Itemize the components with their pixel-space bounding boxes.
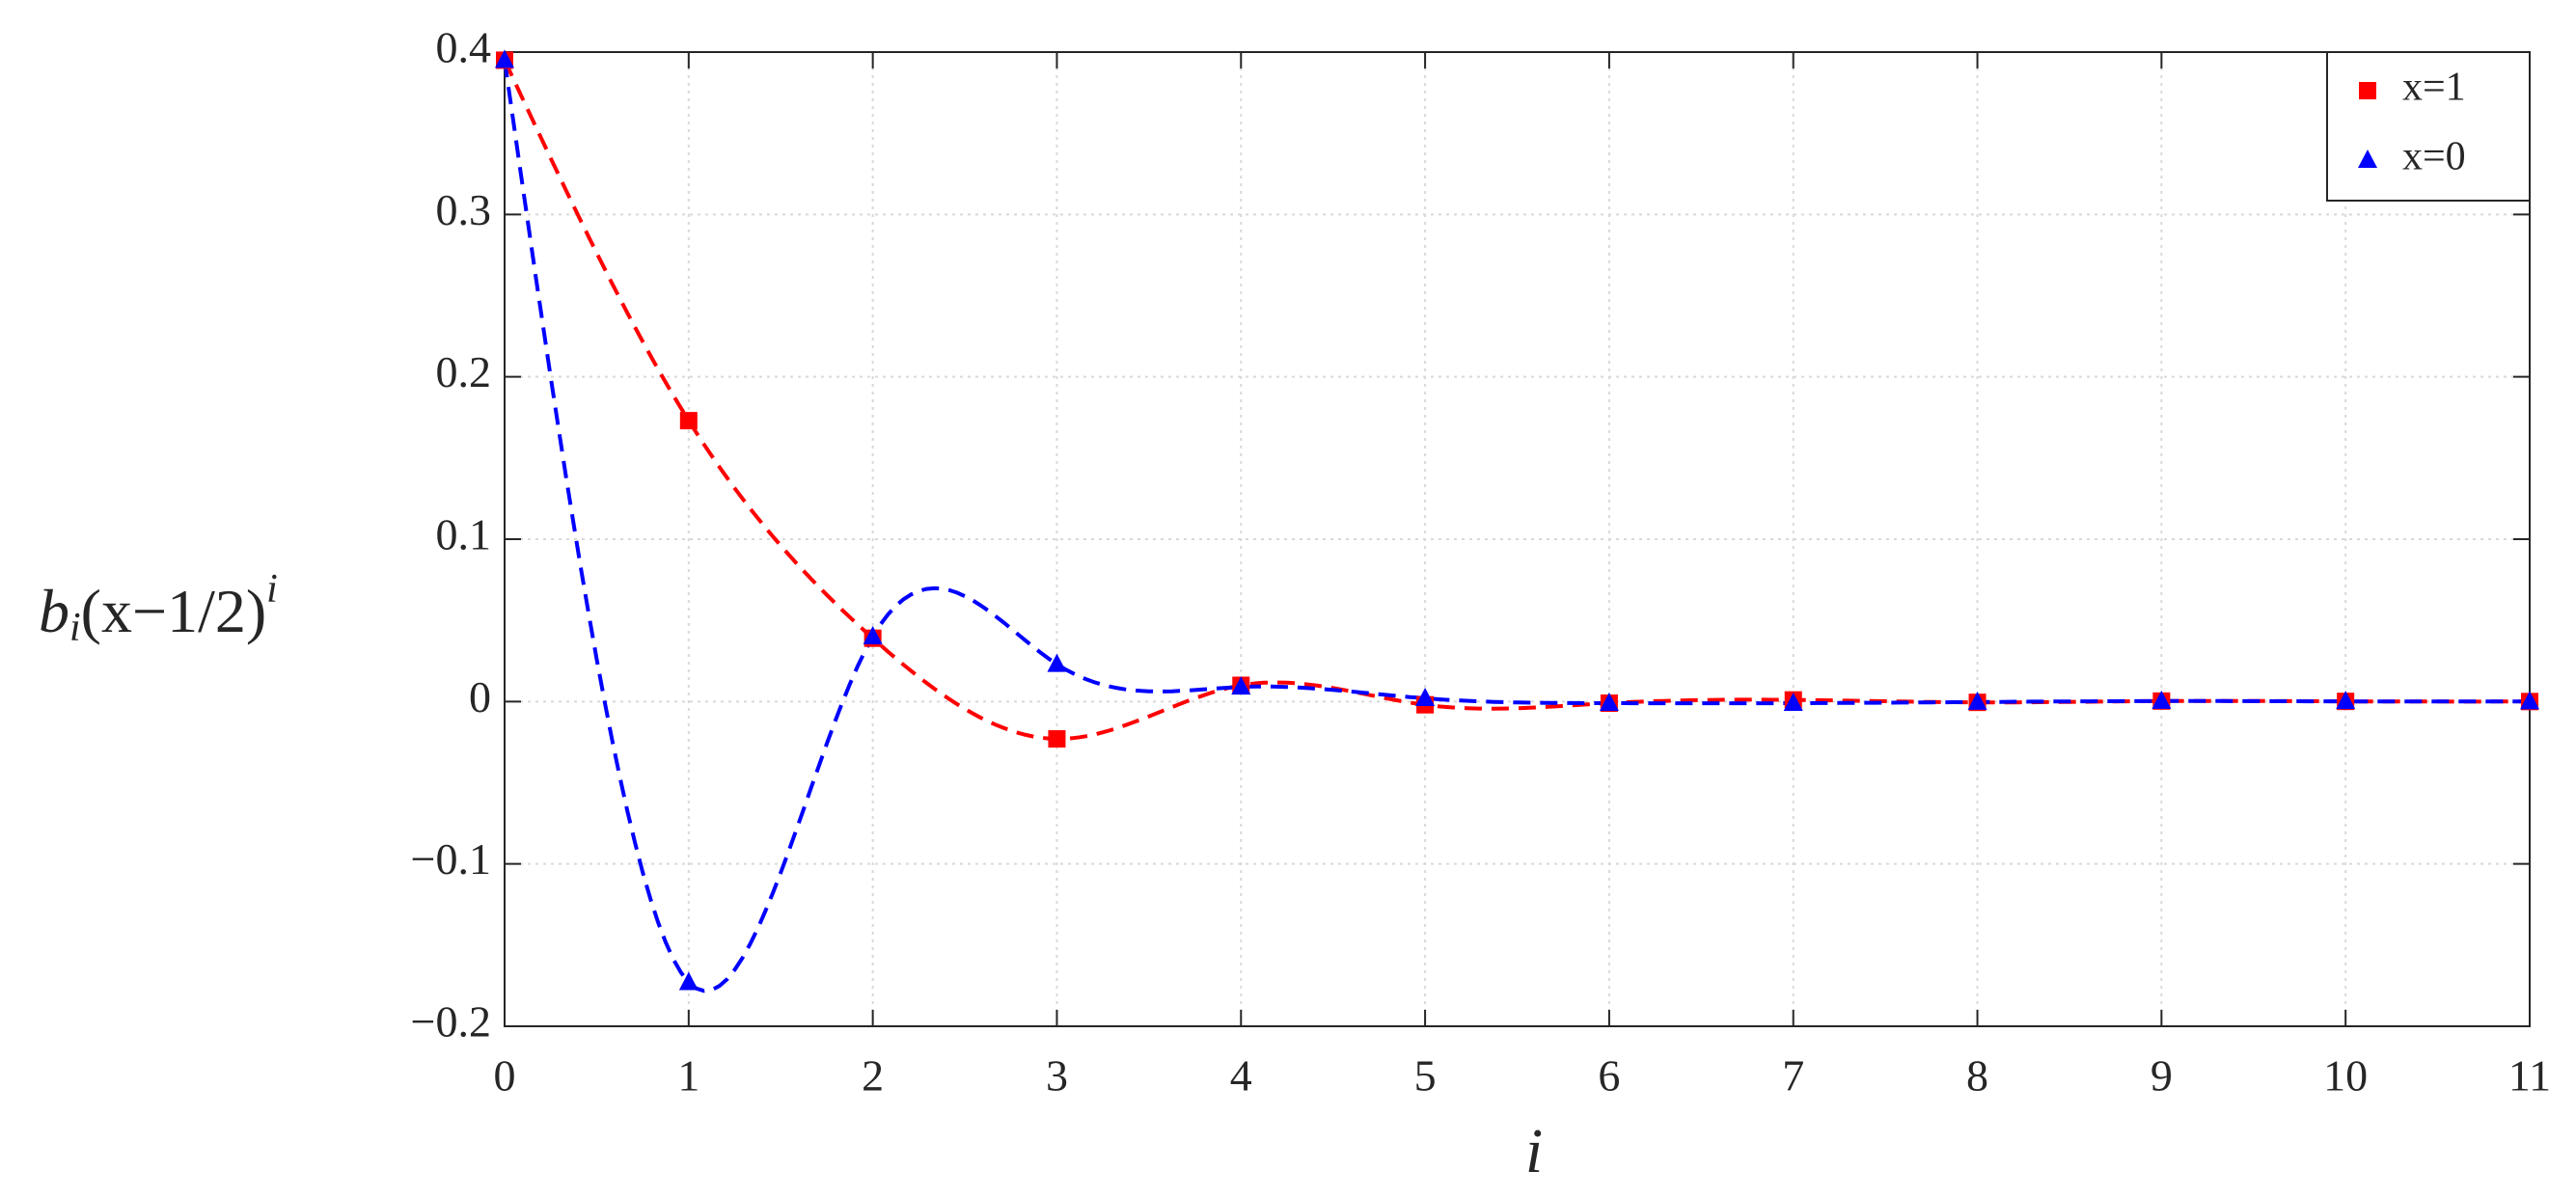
marker xyxy=(1415,687,1436,706)
y-label-base: b xyxy=(39,577,69,645)
y-tick-label: −0.1 xyxy=(411,834,491,884)
marker xyxy=(1967,691,1987,710)
legend-label: x=1 xyxy=(2402,66,2466,110)
legend-box xyxy=(2326,51,2531,202)
marker xyxy=(1599,693,1619,712)
y-tick-label: 0.1 xyxy=(436,510,492,559)
x-tick-label: 2 xyxy=(862,1051,884,1101)
x-tick-label: 3 xyxy=(1046,1051,1068,1101)
series-line xyxy=(503,60,2530,993)
y-tick-label: 0.2 xyxy=(436,347,492,396)
marker xyxy=(863,626,883,644)
legend-label: x=0 xyxy=(2402,135,2466,179)
x-tick-label: 9 xyxy=(2151,1051,2173,1101)
y-tick-label: −0.2 xyxy=(411,997,491,1047)
y-label-sup: i xyxy=(266,567,278,612)
x-tick-label: 7 xyxy=(1782,1051,1804,1101)
x-tick-label: 4 xyxy=(1230,1051,1252,1101)
marker xyxy=(1048,730,1066,748)
marker xyxy=(1047,653,1067,672)
x-tick-label: 8 xyxy=(1966,1051,1988,1101)
plot-frame xyxy=(504,51,2531,1027)
x-tick-label: 5 xyxy=(1414,1051,1437,1101)
y-tick-label: 0.3 xyxy=(436,185,492,234)
y-tick-label: 0 xyxy=(469,672,491,721)
x-tick-label: 10 xyxy=(2323,1051,2368,1101)
y-label-body: (x−1/2) xyxy=(81,577,267,645)
legend-marker xyxy=(2358,150,2377,168)
marker xyxy=(1231,676,1251,695)
x-tick-label: 1 xyxy=(677,1051,699,1101)
marker xyxy=(1783,693,1803,712)
x-axis-label: i xyxy=(1525,1116,1543,1186)
marker xyxy=(2151,690,2172,709)
x-tick-label: 0 xyxy=(494,1051,516,1101)
x-tick-label: 6 xyxy=(1598,1051,1620,1101)
marker xyxy=(678,971,699,991)
marker xyxy=(679,412,698,430)
legend-marker xyxy=(2359,82,2376,99)
marker xyxy=(2520,691,2539,710)
series-line xyxy=(503,59,2530,742)
x-tick-label: 11 xyxy=(2508,1051,2551,1101)
y-label-sub: i xyxy=(69,606,81,650)
marker xyxy=(2336,691,2356,710)
marker xyxy=(495,49,514,68)
y-axis-label: bi(x−1/2)i xyxy=(39,567,278,650)
y-tick-label: 0.4 xyxy=(436,23,492,72)
